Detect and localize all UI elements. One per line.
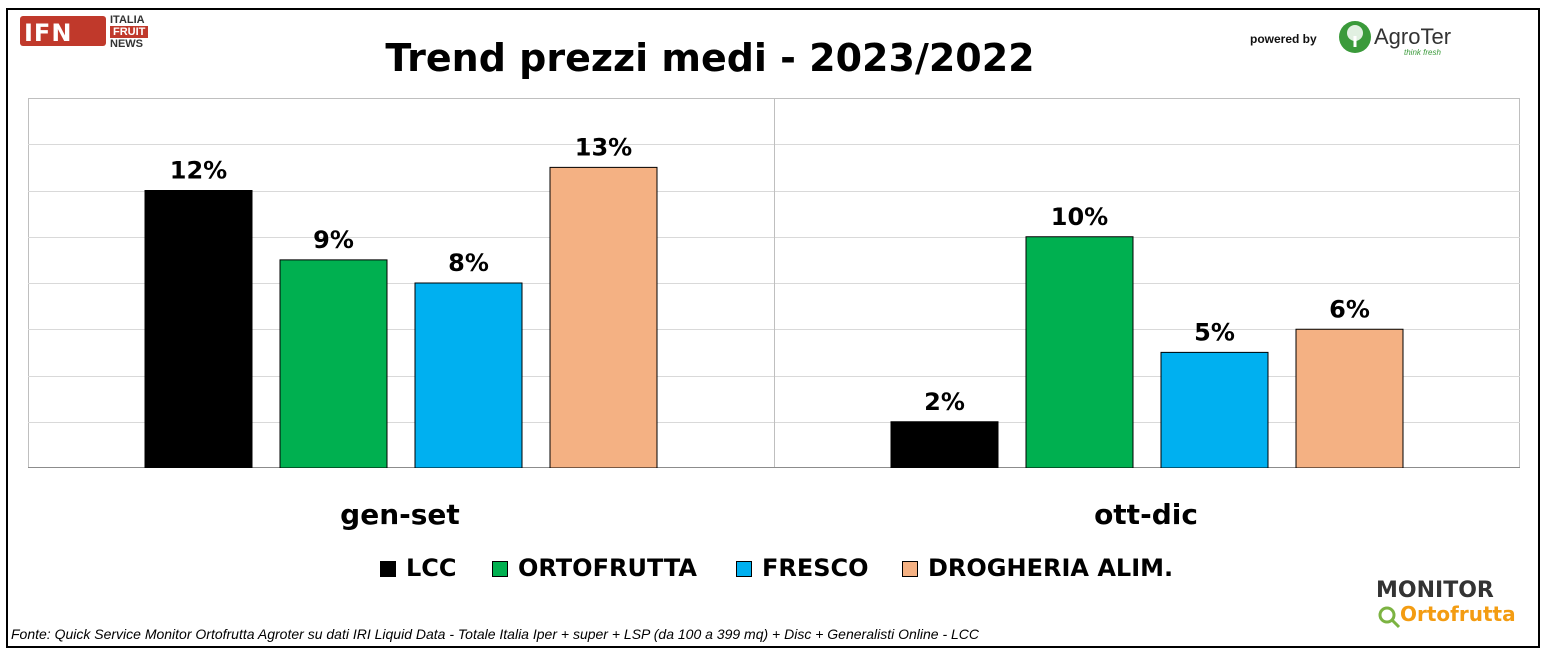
data-label-ortofrutta-gen-set: 9% xyxy=(313,226,354,254)
agroter-tagline: think fresh xyxy=(1404,48,1441,57)
legend-label-drogheria: DROGHERIA ALIM. xyxy=(928,554,1174,582)
data-label-drogheria-ott-dic: 6% xyxy=(1329,295,1370,323)
legend: LCC ORTOFRUTTA FRESCO DROGHERIA ALIM. xyxy=(370,551,1270,585)
ifn-logo-line1: ITALIA xyxy=(110,14,145,26)
bar-ortofrutta-ott-dic xyxy=(1025,236,1134,468)
category-label-gen-set: gen-set xyxy=(340,498,460,531)
data-label-lcc-gen-set: 12% xyxy=(170,157,227,185)
legend-swatch-lcc xyxy=(380,561,396,577)
chart-title: Trend prezzi medi - 2023/2022 xyxy=(385,36,1035,80)
tree-icon xyxy=(1339,21,1371,53)
bar-fresco-gen-set xyxy=(414,282,523,468)
chart-frame xyxy=(6,8,1540,648)
data-label-drogheria-gen-set: 13% xyxy=(575,133,632,161)
bar-chart-svg: 12% 9% 8% 13% 2% 10% 5% 6% xyxy=(28,98,1520,468)
ifn-logo-line3: NEWS xyxy=(110,38,143,50)
monitor-logo-bottom: Ortofrutta xyxy=(1400,602,1516,626)
data-label-ortofrutta-ott-dic: 10% xyxy=(1051,203,1108,231)
data-label-lcc-ott-dic: 2% xyxy=(924,388,965,416)
legend-label-fresco: FRESCO xyxy=(762,554,869,582)
legend-label-lcc: LCC xyxy=(406,554,457,582)
ifn-logo-subtitle: ITALIA FRUIT NEWS xyxy=(110,14,149,50)
legend-label-ortofrutta: ORTOFRUTTA xyxy=(518,554,697,582)
legend-swatch-drogheria xyxy=(902,561,918,577)
bar-lcc-ott-dic xyxy=(890,421,999,468)
bar-drogheria-gen-set xyxy=(549,166,658,468)
magnifier-icon xyxy=(1378,606,1401,629)
bar-ortofrutta-gen-set xyxy=(279,259,388,468)
bar-drogheria-ott-dic xyxy=(1295,328,1404,468)
ifn-logo-line2: FRUIT xyxy=(110,26,149,38)
plot-area: 12% 9% 8% 13% 2% 10% 5% 6% xyxy=(28,98,1520,468)
data-label-fresco-ott-dic: 5% xyxy=(1194,318,1235,346)
bar-fresco-ott-dic xyxy=(1160,351,1269,468)
source-note: Fonte: Quick Service Monitor Ortofrutta … xyxy=(11,626,980,642)
agroter-name: AgroTer xyxy=(1374,24,1452,49)
bar-lcc-gen-set xyxy=(144,190,253,468)
agroter-logo: AgroTer think fresh xyxy=(1338,18,1468,58)
category-label-ott-dic: ott-dic xyxy=(1094,498,1198,531)
powered-by-label: powered by xyxy=(1250,32,1317,46)
ifn-logo: IFN ITALIA FRUIT NEWS xyxy=(20,14,165,54)
ifn-logo-badge: IFN xyxy=(20,16,106,47)
ifn-logo-main: IFN xyxy=(24,19,73,47)
monitor-ortofrutta-logo: MONITOR Ortofrutta xyxy=(1376,578,1536,634)
legend-swatch-ortofrutta xyxy=(492,561,508,577)
legend-swatch-fresco xyxy=(736,561,752,577)
monitor-logo-top: MONITOR xyxy=(1376,578,1494,603)
data-label-fresco-gen-set: 8% xyxy=(448,249,489,277)
